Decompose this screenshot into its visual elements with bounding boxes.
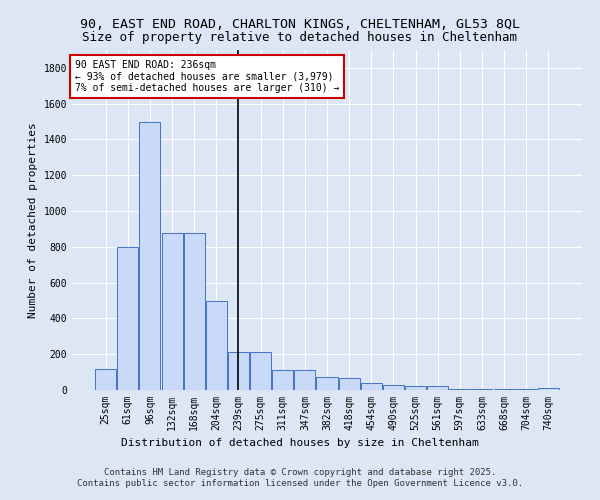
Bar: [338, 378, 359, 390]
Bar: [316, 378, 338, 390]
Bar: [184, 232, 205, 390]
Text: Distribution of detached houses by size in Cheltenham: Distribution of detached houses by size …: [121, 438, 479, 448]
Bar: [405, 386, 426, 390]
Text: 90 EAST END ROAD: 236sqm
← 93% of detached houses are smaller (3,979)
7% of semi: 90 EAST END ROAD: 236sqm ← 93% of detach…: [74, 60, 339, 94]
Bar: [361, 383, 382, 390]
Bar: [206, 300, 227, 390]
Text: Size of property relative to detached houses in Cheltenham: Size of property relative to detached ho…: [83, 31, 517, 44]
Bar: [494, 389, 515, 390]
Bar: [449, 389, 470, 390]
Bar: [118, 247, 139, 390]
Bar: [383, 384, 404, 390]
Bar: [95, 368, 116, 390]
Text: Contains HM Land Registry data © Crown copyright and database right 2025.
Contai: Contains HM Land Registry data © Crown c…: [77, 468, 523, 487]
Bar: [139, 122, 160, 390]
Bar: [250, 352, 271, 390]
Bar: [161, 232, 182, 390]
Y-axis label: Number of detached properties: Number of detached properties: [28, 122, 38, 318]
Bar: [472, 389, 493, 390]
Bar: [295, 370, 316, 390]
Bar: [515, 389, 536, 390]
Bar: [538, 388, 559, 390]
Bar: [272, 370, 293, 390]
Bar: [427, 386, 448, 390]
Bar: [228, 352, 249, 390]
Text: 90, EAST END ROAD, CHARLTON KINGS, CHELTENHAM, GL53 8QL: 90, EAST END ROAD, CHARLTON KINGS, CHELT…: [80, 18, 520, 30]
